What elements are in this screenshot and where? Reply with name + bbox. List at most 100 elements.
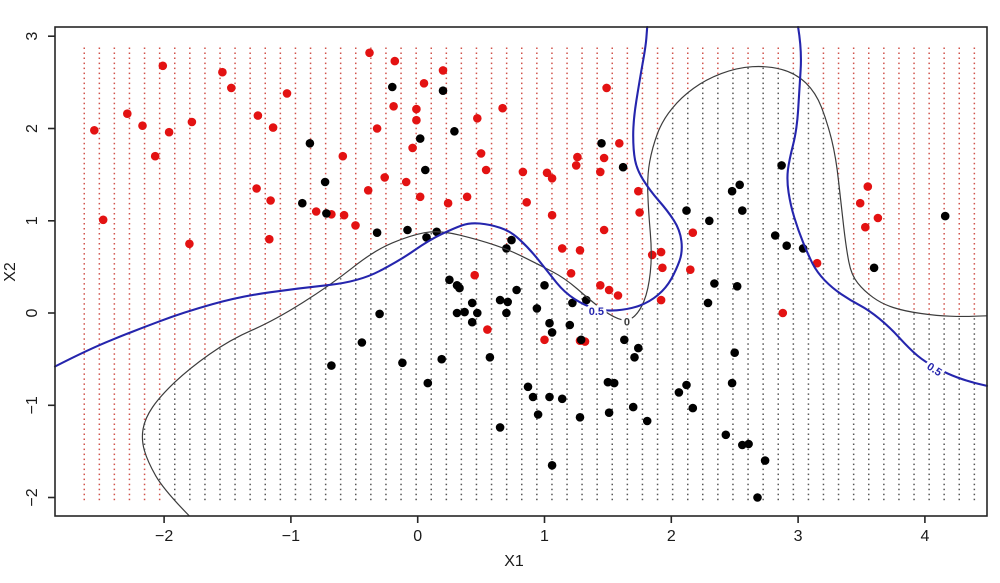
grid-dot: [174, 238, 176, 240]
grid-dot: [868, 253, 870, 255]
grid-dot: [822, 132, 825, 135]
grid-dot: [385, 403, 387, 405]
grid-dot: [822, 253, 825, 255]
grid-dot: [687, 228, 689, 230]
grid-dot: [355, 172, 357, 175]
grid-dot: [189, 403, 191, 405]
grid-dot: [822, 493, 825, 496]
grid-dot: [852, 167, 855, 170]
grid-dot: [566, 413, 568, 415]
grid-dot: [581, 458, 583, 461]
grid-dot: [777, 478, 779, 481]
grid-dot: [370, 358, 372, 360]
grid-dot: [355, 207, 357, 210]
grid-dot: [475, 87, 478, 90]
grid-dot: [415, 167, 417, 170]
grid-dot: [219, 117, 221, 120]
grid-dot: [792, 223, 795, 225]
grid-dot: [596, 358, 598, 360]
grid-dot: [717, 228, 719, 230]
grid-dot: [385, 398, 387, 400]
grid-dot: [807, 152, 810, 155]
grid-dot: [852, 328, 855, 330]
grid-dot: [596, 313, 598, 315]
grid-dot: [264, 438, 266, 440]
grid-dot: [611, 192, 613, 195]
grid-dot: [264, 413, 266, 415]
grid-dot: [339, 438, 342, 440]
grid-dot: [355, 258, 357, 260]
grid-dot: [219, 197, 221, 200]
grid-dot: [807, 243, 810, 245]
grid-dot: [158, 358, 161, 360]
grid-dot: [747, 453, 749, 456]
grid-dot: [400, 463, 402, 466]
grid-dot: [339, 187, 342, 190]
grid-dot: [355, 157, 357, 160]
grid-dot: [430, 102, 432, 105]
grid-dot: [204, 463, 206, 466]
grid-dot: [174, 353, 176, 355]
grid-dot: [852, 57, 855, 59]
grid-dot: [641, 288, 644, 290]
grid-dot: [309, 408, 312, 410]
grid-dot: [219, 258, 221, 260]
grid-dot: [113, 468, 116, 471]
grid-dot: [475, 47, 478, 49]
grid-dot: [898, 167, 900, 170]
grid-dot: [762, 348, 764, 350]
grid-dot: [777, 228, 779, 230]
grid-dot: [430, 438, 432, 440]
grid-dot: [339, 428, 342, 430]
grid-dot: [279, 187, 282, 190]
grid-dot: [219, 112, 221, 115]
grid-dot: [792, 483, 795, 486]
grid-dot: [536, 197, 538, 200]
grid-dot: [415, 47, 417, 49]
grid-dot: [837, 408, 840, 410]
grid-dot: [158, 87, 161, 90]
grid-dot: [309, 213, 312, 215]
grid-dot: [158, 433, 161, 435]
grid-dot: [113, 463, 116, 466]
grid-dot: [475, 57, 478, 59]
grid-dot: [581, 167, 583, 170]
grid-dot: [521, 72, 523, 75]
grid-dot: [611, 243, 613, 245]
grid-dot: [566, 363, 568, 365]
grid-dot: [475, 172, 478, 175]
grid-dot: [822, 238, 825, 240]
grid-dot: [671, 453, 674, 456]
grid-dot: [143, 428, 146, 430]
grid-dot: [505, 453, 508, 456]
grid-dot: [324, 197, 327, 200]
grid-dot: [294, 207, 297, 210]
grid-dot: [898, 253, 900, 255]
grid-dot: [837, 77, 840, 80]
grid-dot: [309, 418, 312, 420]
grid-dot: [566, 47, 568, 49]
grid-dot: [475, 363, 478, 365]
grid-dot: [324, 333, 327, 335]
grid-dot: [611, 463, 613, 466]
grid-dot: [687, 273, 689, 275]
grid-dot: [98, 233, 101, 235]
grid-dot: [324, 273, 327, 275]
grid-dot: [400, 408, 402, 410]
grid-dot: [339, 182, 342, 185]
grid-dot: [852, 142, 855, 145]
grid-dot: [581, 378, 583, 380]
grid-dot: [626, 87, 629, 90]
grid-dot: [204, 167, 206, 170]
grid-dot: [762, 343, 764, 345]
grid-dot: [158, 378, 161, 380]
grid-dot: [143, 172, 146, 175]
grid-dot: [702, 323, 704, 325]
grid-dot: [702, 223, 704, 225]
grid-dot: [370, 172, 372, 175]
grid-dot: [792, 97, 795, 100]
grid-dot: [355, 373, 357, 375]
grid-dot: [445, 82, 448, 85]
grid-dot: [551, 363, 553, 365]
grid-dot: [204, 263, 206, 265]
